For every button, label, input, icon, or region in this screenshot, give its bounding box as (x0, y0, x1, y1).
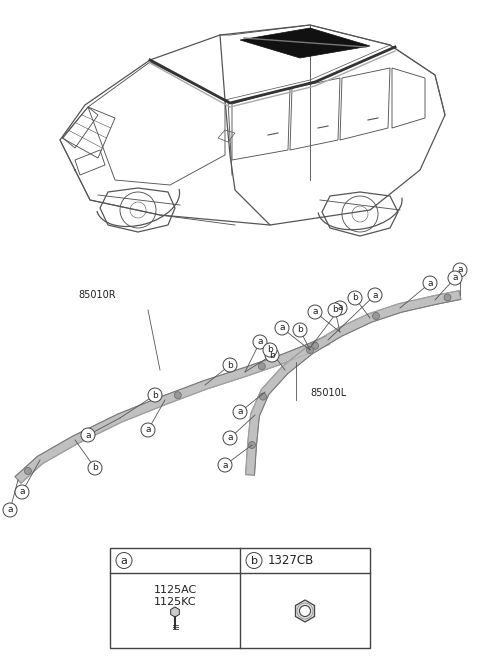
Circle shape (223, 358, 237, 372)
Circle shape (88, 461, 102, 475)
Text: a: a (19, 487, 25, 497)
Polygon shape (171, 607, 180, 617)
Circle shape (293, 323, 307, 337)
Text: a: a (7, 506, 13, 514)
Text: a: a (427, 279, 433, 287)
Circle shape (260, 393, 266, 400)
Text: a: a (337, 304, 343, 312)
Text: a: a (237, 407, 243, 417)
Circle shape (258, 363, 265, 370)
Circle shape (174, 392, 181, 399)
Circle shape (275, 321, 289, 335)
Text: b: b (352, 293, 358, 302)
Polygon shape (245, 291, 461, 476)
Circle shape (423, 276, 437, 290)
Circle shape (218, 458, 232, 472)
Bar (110, 548, 370, 648)
Circle shape (308, 305, 322, 319)
Text: 85010R: 85010R (78, 290, 116, 300)
Circle shape (444, 294, 451, 301)
Text: b: b (251, 556, 257, 565)
Circle shape (453, 263, 467, 277)
Text: a: a (145, 426, 151, 434)
Circle shape (141, 423, 155, 437)
Circle shape (448, 271, 462, 285)
Text: a: a (257, 337, 263, 346)
Text: 1125KC: 1125KC (154, 597, 196, 607)
Circle shape (300, 605, 311, 617)
Text: b: b (227, 361, 233, 369)
Circle shape (15, 485, 29, 499)
Circle shape (348, 291, 362, 305)
Text: a: a (222, 461, 228, 470)
Circle shape (372, 312, 380, 319)
Text: b: b (267, 346, 273, 354)
Text: 1125AC: 1125AC (154, 585, 197, 595)
Polygon shape (296, 600, 314, 622)
Circle shape (265, 348, 279, 362)
Circle shape (328, 303, 342, 317)
Circle shape (333, 301, 347, 315)
Text: a: a (457, 266, 463, 274)
Text: b: b (332, 306, 338, 314)
Circle shape (3, 503, 17, 517)
Circle shape (233, 405, 247, 419)
Polygon shape (15, 336, 330, 483)
Text: b: b (92, 464, 98, 472)
Circle shape (81, 428, 95, 442)
Text: b: b (269, 350, 275, 359)
Circle shape (249, 441, 255, 449)
Text: b: b (297, 325, 303, 335)
Circle shape (263, 343, 277, 357)
Text: b: b (152, 390, 158, 400)
Text: 85010L: 85010L (310, 388, 346, 398)
Circle shape (253, 335, 267, 349)
Circle shape (116, 552, 132, 569)
Text: a: a (279, 323, 285, 333)
Text: a: a (452, 274, 458, 283)
Polygon shape (240, 28, 370, 58)
Circle shape (312, 342, 319, 349)
Text: a: a (312, 308, 318, 316)
Circle shape (368, 288, 382, 302)
Circle shape (246, 552, 262, 569)
Text: a: a (227, 434, 233, 443)
Circle shape (24, 468, 31, 474)
Text: a: a (85, 430, 91, 440)
Circle shape (223, 431, 237, 445)
Text: a: a (372, 291, 378, 300)
Circle shape (148, 388, 162, 402)
Text: a: a (120, 556, 127, 565)
Text: 1327CB: 1327CB (268, 554, 314, 567)
Circle shape (307, 346, 313, 354)
Circle shape (83, 431, 90, 438)
